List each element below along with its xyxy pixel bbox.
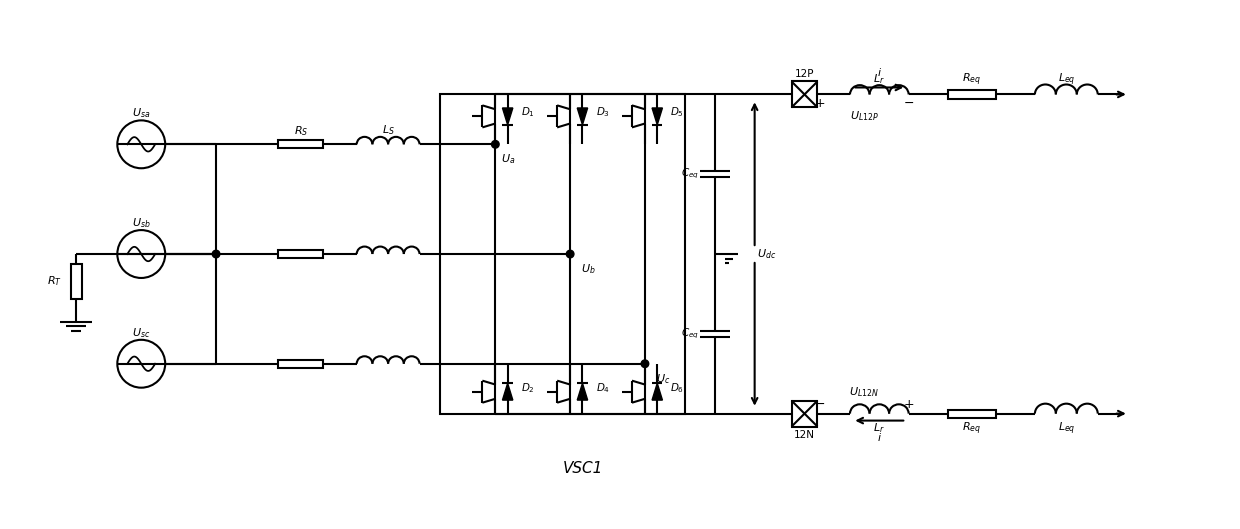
Text: $U_{sb}$: $U_{sb}$	[131, 216, 150, 230]
Text: $L_r$: $L_r$	[873, 422, 885, 435]
Text: $U_b$: $U_b$	[580, 262, 595, 276]
Polygon shape	[502, 383, 513, 400]
Text: 12N: 12N	[794, 430, 815, 440]
Text: $R_{eq}$: $R_{eq}$	[962, 71, 981, 88]
Bar	[279, 360, 324, 368]
Text: $U_a$: $U_a$	[501, 152, 516, 166]
Circle shape	[491, 141, 500, 148]
Text: $D_1$: $D_1$	[521, 105, 534, 120]
Text: $L_{eq}$: $L_{eq}$	[1058, 421, 1075, 437]
Bar	[791, 400, 817, 426]
Text: −: −	[815, 398, 825, 411]
Text: $U_{L12P}$: $U_{L12P}$	[849, 110, 879, 123]
Text: $U_{sa}$: $U_{sa}$	[131, 106, 150, 120]
Text: $L_S$: $L_S$	[382, 123, 394, 137]
Text: +: +	[815, 97, 825, 110]
Bar	[71, 264, 82, 299]
Text: $i$: $i$	[877, 431, 882, 443]
Text: $C_{eq}$: $C_{eq}$	[681, 167, 699, 181]
Circle shape	[641, 360, 649, 368]
Text: $R_{eq}$: $R_{eq}$	[962, 421, 981, 437]
Text: $D_5$: $D_5$	[671, 105, 684, 120]
Text: $L_r$: $L_r$	[873, 72, 885, 86]
Polygon shape	[578, 383, 588, 400]
Text: $D_2$: $D_2$	[521, 381, 534, 395]
Bar	[947, 90, 996, 98]
Text: $i$: $i$	[877, 66, 882, 78]
Text: +: +	[904, 398, 915, 411]
Text: $U_c$: $U_c$	[656, 372, 670, 386]
Bar	[279, 140, 324, 149]
Text: −: −	[904, 97, 914, 110]
Bar	[440, 95, 684, 414]
Polygon shape	[652, 108, 662, 125]
Bar	[791, 81, 817, 107]
Polygon shape	[502, 108, 513, 125]
Text: $C_{eq}$: $C_{eq}$	[681, 326, 699, 341]
Circle shape	[567, 250, 574, 258]
Polygon shape	[652, 383, 662, 400]
Text: $R_T$: $R_T$	[47, 275, 62, 288]
Text: $L_{eq}$: $L_{eq}$	[1058, 71, 1075, 88]
Text: $U_{L12N}$: $U_{L12N}$	[849, 385, 879, 398]
Text: VSC1: VSC1	[563, 461, 603, 476]
Text: 12P: 12P	[795, 68, 815, 78]
Text: $D_3$: $D_3$	[595, 105, 610, 120]
Polygon shape	[578, 108, 588, 125]
Text: $U_{dc}$: $U_{dc}$	[756, 247, 776, 261]
Text: $D_6$: $D_6$	[671, 381, 684, 395]
Circle shape	[212, 250, 219, 258]
Bar	[279, 250, 324, 258]
Bar	[947, 409, 996, 418]
Text: $D_4$: $D_4$	[595, 381, 610, 395]
Text: $R_S$: $R_S$	[294, 124, 308, 138]
Text: $U_{sc}$: $U_{sc}$	[133, 326, 150, 340]
